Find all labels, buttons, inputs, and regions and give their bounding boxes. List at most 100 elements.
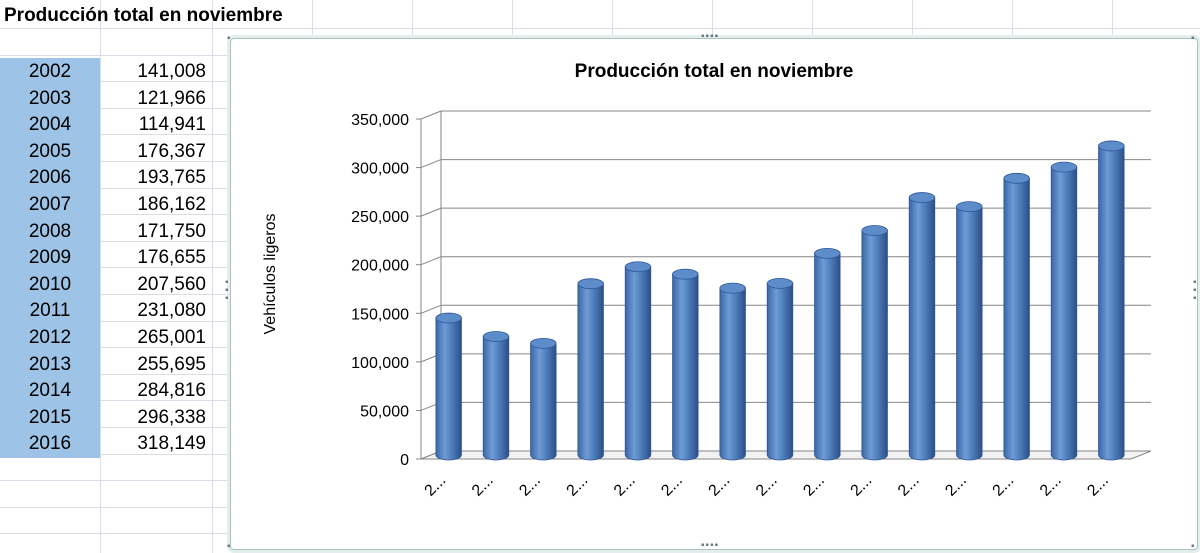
bar-top	[956, 201, 983, 213]
x-tick-label: 2...	[564, 472, 592, 500]
bar-top	[1003, 172, 1030, 184]
bar	[577, 278, 604, 461]
bar-body	[435, 317, 462, 461]
bar	[672, 268, 699, 461]
bar-top	[814, 247, 841, 259]
chart-bars	[435, 140, 1125, 461]
bar-body	[1098, 145, 1125, 461]
value-cell[interactable]: 176,655	[137, 247, 206, 269]
resize-handle-bottom-right[interactable]: ▪	[1191, 541, 1196, 552]
bar	[908, 192, 936, 461]
year-cell[interactable]: 2007	[0, 191, 100, 219]
year-cell[interactable]: 2006	[0, 164, 100, 193]
gridline-depth	[420, 256, 442, 266]
y-tick-label: 350,000	[351, 112, 409, 129]
y-axis-label: Vehículos ligeros	[262, 214, 279, 335]
bar	[530, 337, 557, 461]
y-tick-label: 300,000	[351, 161, 409, 178]
bar	[435, 312, 462, 461]
bar	[482, 331, 510, 461]
y-tick-label: 0	[400, 452, 409, 469]
year-cell[interactable]: 2016	[0, 430, 100, 459]
value-cell[interactable]: 255,695	[137, 353, 206, 375]
year-cell[interactable]: 2014	[0, 377, 100, 406]
year-cell[interactable]: 2012	[0, 324, 100, 352]
resize-handle-top-right[interactable]: ▪	[1191, 33, 1196, 44]
year-cell[interactable]: 2013	[0, 350, 100, 379]
grid-column-line	[212, 0, 213, 553]
bar	[1098, 140, 1125, 461]
bar-top	[719, 282, 746, 294]
bar-body	[908, 197, 936, 461]
x-tick-label: 2...	[753, 472, 781, 500]
year-cell[interactable]: 2011	[0, 297, 100, 326]
y-tick-label: 250,000	[351, 209, 409, 226]
bar-top	[766, 277, 794, 289]
x-tick-label: 2...	[895, 472, 923, 500]
bar-top	[1050, 161, 1078, 173]
value-cell[interactable]: 193,765	[137, 167, 206, 189]
gridline-depth	[420, 110, 442, 120]
grid-column-line	[100, 0, 101, 553]
year-cell[interactable]: 2003	[0, 84, 100, 113]
y-tick-label: 50,000	[360, 403, 409, 420]
bar-body	[861, 230, 888, 461]
x-tick-label: 2...	[1037, 472, 1065, 500]
resize-handle-right[interactable]: ▪ ▪ ▪	[1193, 277, 1198, 304]
bar-top	[1098, 140, 1125, 152]
bar	[766, 277, 794, 461]
x-tick-label: 2...	[942, 472, 970, 500]
value-cell[interactable]: 265,001	[137, 327, 206, 348]
year-cell[interactable]: 2009	[0, 244, 100, 273]
y-axis-ticks: 0 50,000 100,000 150,000 200,000 250,000 300,0…	[351, 112, 421, 469]
resize-handle-bottom-left[interactable]: ▪	[227, 541, 232, 552]
value-cell[interactable]: 318,149	[137, 433, 206, 455]
resize-handle-top-left[interactable]: ▪	[227, 33, 232, 44]
year-cell[interactable]: 2004	[0, 111, 100, 140]
bar-top	[624, 261, 652, 273]
value-cell[interactable]: 141,008	[137, 61, 206, 82]
year-cell[interactable]: 2005	[0, 137, 100, 166]
chart-title: Producción total en noviembre	[575, 61, 854, 82]
bar-top	[672, 268, 699, 280]
sheet-title[interactable]: Producción total en noviembre	[4, 5, 283, 26]
year-cell[interactable]: 2002	[0, 58, 100, 86]
resize-handle-left[interactable]: ▪ ▪ ▪	[225, 277, 230, 304]
bar-top	[908, 192, 936, 203]
year-cell[interactable]: 2010	[0, 270, 100, 299]
value-cell[interactable]: 176,367	[137, 140, 206, 162]
bar-body	[1050, 166, 1078, 461]
value-cell[interactable]: 171,750	[137, 220, 206, 242]
bar-top	[482, 331, 510, 342]
bar-top	[577, 278, 604, 290]
x-tick-label: 2...	[990, 472, 1018, 500]
gridline-depth	[420, 159, 442, 169]
value-cell[interactable]: 121,966	[137, 87, 206, 109]
bar	[1050, 161, 1078, 461]
value-cell[interactable]: 284,816	[137, 380, 206, 402]
x-tick-label: 2...	[800, 472, 828, 500]
value-cell[interactable]: 114,941	[138, 114, 206, 136]
value-cell[interactable]: 186,162	[137, 194, 206, 215]
value-cell[interactable]: 231,080	[137, 300, 206, 322]
year-cell[interactable]: 2008	[0, 217, 100, 246]
chart-frame[interactable]: ▪▪▪▪ ▪▪▪▪ ▪ ▪ ▪ ▪ ▪ ▪ ▪ ▪ ▪ ▪ Producción tot…	[225, 32, 1198, 552]
value-cell[interactable]: 296,338	[137, 406, 206, 428]
bar-chart[interactable]: Producción total en noviembre Vehículos …	[231, 39, 1197, 549]
x-tick-label: 2...	[469, 472, 497, 500]
resize-handle-bottom[interactable]: ▪▪▪▪	[701, 540, 720, 551]
bar-body	[814, 252, 841, 461]
bar-body	[530, 342, 557, 461]
bar-body	[672, 273, 699, 461]
x-tick-label: 2...	[422, 472, 450, 500]
x-tick-label: 2...	[658, 472, 686, 500]
y-tick-label: 200,000	[351, 258, 409, 275]
bar-body	[766, 282, 794, 461]
resize-handle-top[interactable]: ▪▪▪▪	[701, 31, 720, 42]
x-axis-ticks: 2... 2... 2... 2... 2... 2... 2... 2... 2... 2...…	[422, 472, 1112, 500]
bar-body	[577, 283, 604, 461]
bar-body	[1003, 177, 1030, 461]
bar-body	[719, 287, 746, 461]
value-cell[interactable]: 207,560	[137, 273, 206, 295]
year-cell[interactable]: 2015	[0, 403, 100, 432]
